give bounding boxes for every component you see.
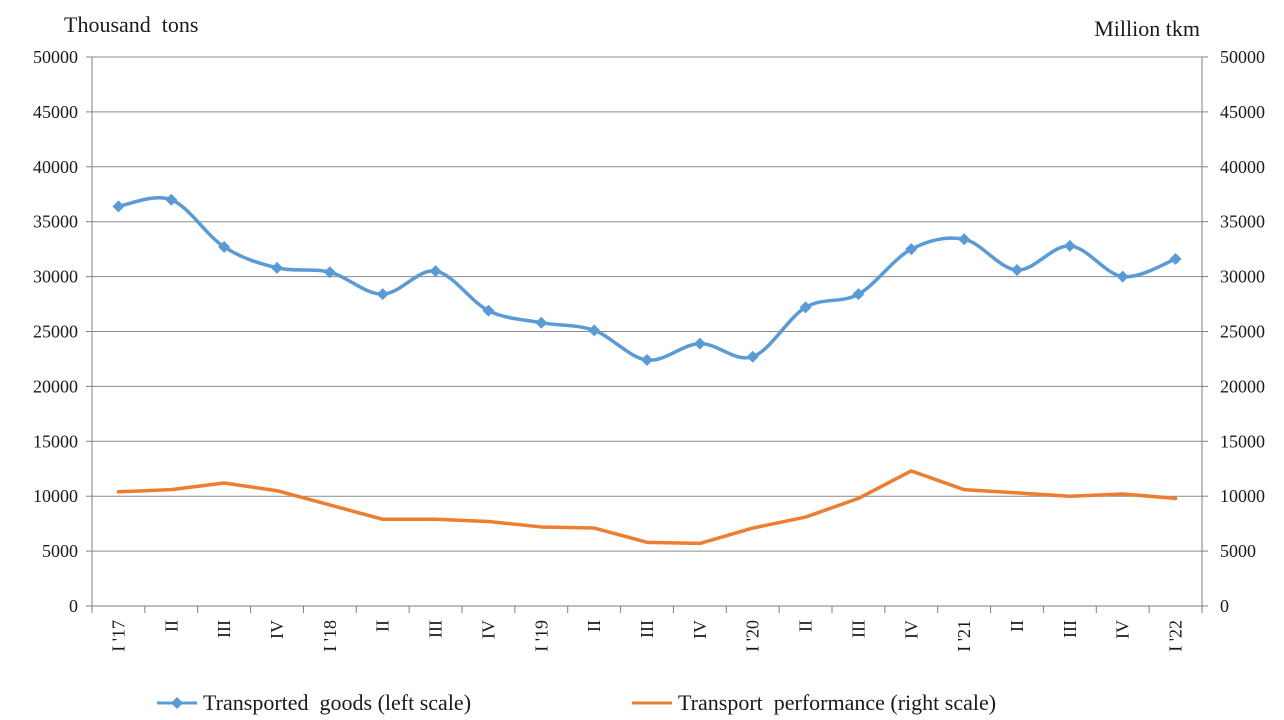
data-point-transported-goods — [852, 288, 865, 301]
data-point-transported-goods — [1116, 270, 1129, 283]
x-tick-label: III — [637, 620, 657, 638]
left-y-tick-label: 50000 — [33, 47, 78, 67]
right-y-tick-label: 25000 — [1220, 322, 1265, 342]
left-y-tick-label: 25000 — [33, 322, 78, 342]
data-point-transported-goods — [482, 304, 495, 317]
data-point-transported-goods — [1011, 264, 1023, 277]
right-y-tick-label: 30000 — [1220, 267, 1265, 287]
left-y-tick-label: 10000 — [33, 486, 78, 506]
right-y-tick-label: 50000 — [1220, 47, 1265, 67]
legend-swatch-transported-goods — [157, 697, 197, 709]
x-tick-labels: I '17 II III IV I '18 II III IV I '19 II III IV I '2… — [108, 620, 1185, 652]
x-tick-label: IV — [478, 620, 498, 639]
data-point-transported-goods — [271, 261, 283, 274]
left-y-tick-labels: 0 5000 10000 15000 20000 25000 30000 35000 40000… — [33, 47, 78, 616]
x-tick-label: I '20 — [743, 620, 763, 652]
data-point-transported-goods — [641, 354, 653, 367]
x-tick-label: I '17 — [108, 620, 128, 652]
right-y-tick-label: 20000 — [1220, 376, 1265, 396]
data-point-transported-goods — [588, 324, 601, 337]
data-point-transported-goods — [1169, 253, 1182, 266]
x-tick-label: III — [214, 620, 234, 638]
x-tick-label: II — [584, 620, 604, 632]
left-y-tick-label: 15000 — [33, 431, 78, 451]
right-y-tick-label: 35000 — [1220, 212, 1265, 232]
left-y-tick-label: 35000 — [33, 212, 78, 232]
x-tick-label: II — [161, 620, 181, 632]
left-y-tick-label: 40000 — [33, 157, 78, 177]
x-tick-label: I '22 — [1166, 620, 1186, 652]
x-tick-label: II — [796, 620, 816, 632]
x-tick-label: I '19 — [531, 620, 551, 652]
x-tick-label: IV — [267, 620, 287, 639]
x-tick-label: II — [373, 620, 393, 632]
left-y-tick-label: 30000 — [33, 267, 78, 287]
right-y-tick-label: 15000 — [1220, 431, 1265, 451]
data-point-transported-goods — [905, 243, 918, 256]
data-point-transported-goods — [1063, 239, 1076, 252]
right-y-tick-labels: 0 5000 10000 15000 20000 25000 30000 35000 40000… — [1220, 47, 1265, 616]
data-point-transported-goods — [746, 350, 759, 363]
data-point-transported-goods — [112, 200, 125, 213]
data-point-transported-goods — [323, 266, 336, 279]
legend-item-transport-performance: Transport performance (right scale) — [630, 688, 996, 718]
x-tick-label: II — [1007, 620, 1027, 632]
series-line-transport-performance — [116, 469, 1178, 546]
gridlines — [92, 56, 1202, 552]
right-y-tick-label: 40000 — [1220, 157, 1265, 177]
x-tick-label: IV — [1113, 620, 1133, 639]
series-markers — [112, 193, 1182, 367]
legend-label-transported-goods: Transported goods (left scale) — [203, 690, 472, 715]
axes — [86, 56, 1208, 613]
x-tick-label: IV — [690, 620, 710, 639]
right-y-tick-label: 0 — [1220, 596, 1229, 616]
data-point-transported-goods — [799, 301, 812, 314]
left-axis-title: Thousand tons — [64, 12, 199, 37]
right-axis-title: Million tkm — [1094, 16, 1200, 41]
series-lines — [116, 196, 1178, 546]
left-y-tick-label: 20000 — [33, 376, 78, 396]
data-point-transported-goods — [429, 265, 442, 278]
x-tick-label: III — [848, 620, 868, 638]
x-tick-label: I '21 — [954, 620, 974, 652]
x-tick-label: IV — [901, 620, 921, 639]
right-y-tick-label: 10000 — [1220, 486, 1265, 506]
left-y-tick-label: 45000 — [33, 102, 78, 122]
right-y-tick-label: 45000 — [1220, 102, 1265, 122]
legend-swatch-transport-performance — [632, 701, 672, 705]
left-y-tick-label: 5000 — [42, 541, 78, 561]
data-point-transported-goods — [165, 193, 178, 206]
legend-item-transported-goods: Transported goods (left scale) — [155, 688, 471, 718]
data-point-transported-goods — [218, 240, 231, 253]
data-point-transported-goods — [958, 233, 971, 246]
x-tick-label: III — [1060, 620, 1080, 638]
left-y-tick-label: 0 — [69, 596, 78, 616]
right-y-tick-label: 5000 — [1220, 541, 1256, 561]
data-point-transported-goods — [535, 316, 548, 329]
x-tick-label: III — [426, 620, 446, 638]
data-point-transported-goods — [376, 288, 389, 301]
x-tick-label: I '18 — [320, 620, 340, 652]
legend-label-transport-performance: Transport performance (right scale) — [678, 690, 997, 715]
data-point-transported-goods — [693, 337, 706, 350]
